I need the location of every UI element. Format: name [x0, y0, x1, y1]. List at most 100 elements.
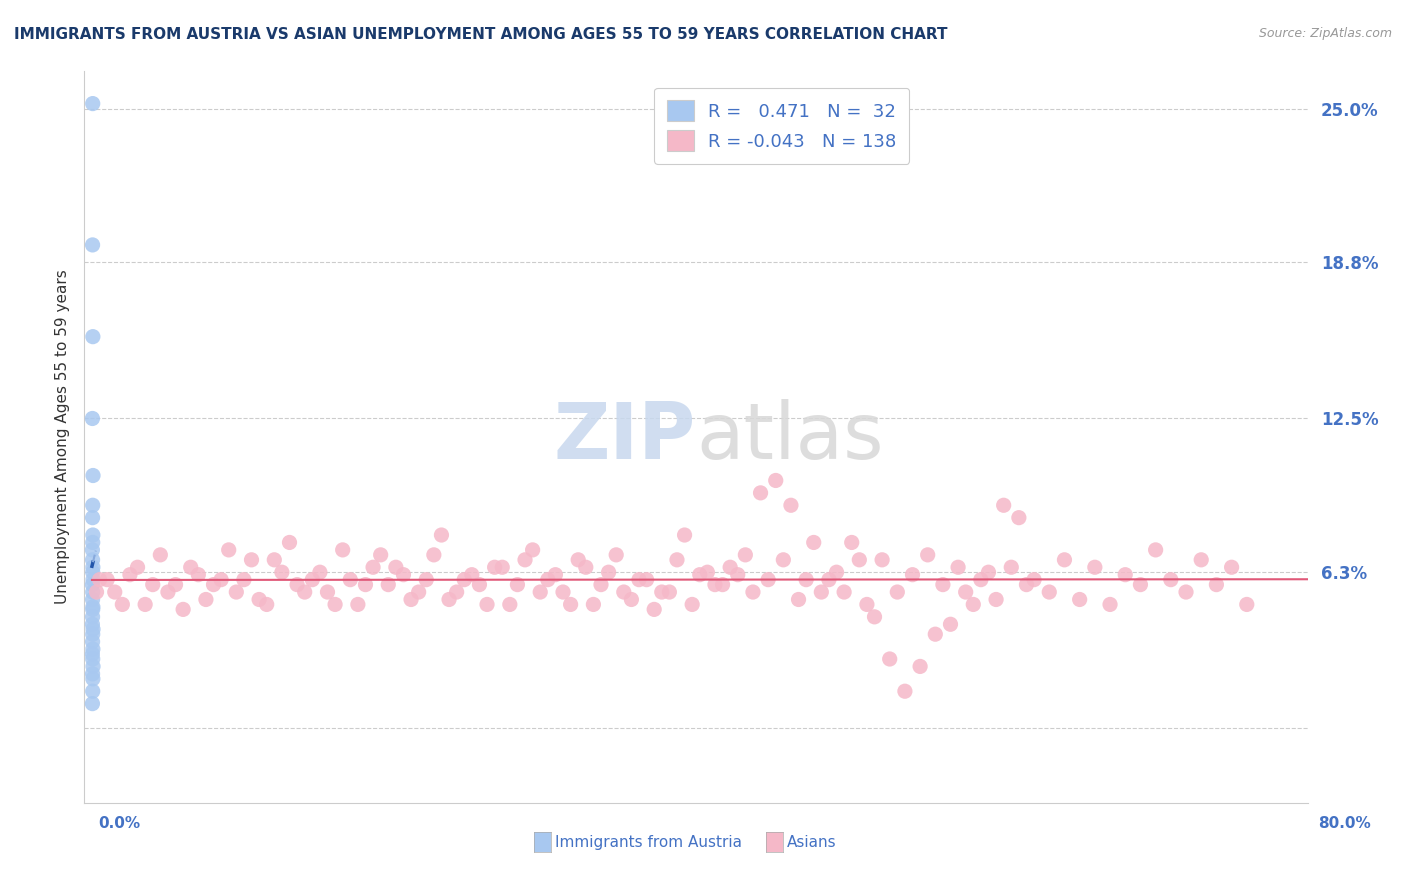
- Point: [156, 585, 179, 599]
- Point: [665, 553, 688, 567]
- Point: [294, 585, 316, 599]
- Point: [582, 598, 605, 612]
- Point: [984, 592, 1007, 607]
- Point: [377, 577, 399, 591]
- Point: [82, 697, 104, 711]
- Point: [589, 577, 612, 591]
- Point: [901, 567, 924, 582]
- Point: [82, 617, 104, 632]
- Point: [256, 598, 278, 612]
- Point: [82, 622, 104, 636]
- Point: [1205, 577, 1227, 591]
- Point: [879, 652, 901, 666]
- Point: [711, 577, 734, 591]
- Point: [82, 647, 104, 661]
- Y-axis label: Unemployment Among Ages 55 to 59 years: Unemployment Among Ages 55 to 59 years: [55, 269, 70, 605]
- Point: [82, 659, 104, 673]
- Point: [513, 553, 536, 567]
- Point: [82, 602, 104, 616]
- Point: [399, 592, 422, 607]
- Point: [636, 573, 658, 587]
- Point: [453, 573, 475, 587]
- Point: [689, 567, 711, 582]
- Point: [1022, 573, 1045, 587]
- Point: [718, 560, 741, 574]
- Text: Source: ZipAtlas.com: Source: ZipAtlas.com: [1258, 27, 1392, 40]
- Point: [247, 592, 270, 607]
- Point: [82, 672, 104, 686]
- Point: [149, 548, 172, 562]
- Text: atlas: atlas: [696, 399, 883, 475]
- Point: [794, 573, 817, 587]
- Point: [82, 599, 104, 614]
- Point: [529, 585, 551, 599]
- Point: [339, 573, 361, 587]
- Point: [560, 598, 582, 612]
- Legend: R =   0.471   N =  32, R = -0.043   N = 138: R = 0.471 N = 32, R = -0.043 N = 138: [654, 87, 910, 164]
- Text: 0.0%: 0.0%: [98, 816, 141, 831]
- Point: [127, 560, 149, 574]
- Point: [82, 535, 104, 549]
- Point: [810, 585, 832, 599]
- Point: [955, 585, 977, 599]
- Point: [82, 577, 104, 591]
- Point: [408, 585, 430, 599]
- Point: [658, 585, 681, 599]
- Point: [82, 510, 104, 524]
- Point: [347, 598, 370, 612]
- Point: [270, 565, 292, 579]
- Point: [385, 560, 408, 574]
- Point: [285, 577, 308, 591]
- Point: [756, 573, 779, 587]
- Point: [82, 542, 104, 557]
- Point: [172, 602, 194, 616]
- Point: [917, 548, 939, 562]
- Point: [423, 548, 446, 562]
- Point: [187, 567, 209, 582]
- Point: [1236, 598, 1258, 612]
- Point: [506, 577, 529, 591]
- Point: [704, 577, 727, 591]
- Point: [1160, 573, 1182, 587]
- Point: [946, 560, 969, 574]
- Point: [742, 585, 765, 599]
- Point: [575, 560, 598, 574]
- Point: [82, 652, 104, 666]
- Point: [727, 567, 749, 582]
- Point: [461, 567, 484, 582]
- Point: [225, 585, 247, 599]
- Point: [1053, 553, 1076, 567]
- Point: [240, 553, 263, 567]
- Point: [832, 585, 855, 599]
- Point: [430, 528, 453, 542]
- Point: [82, 528, 104, 542]
- Point: [111, 598, 134, 612]
- Point: [1175, 585, 1198, 599]
- Point: [870, 553, 893, 567]
- Point: [82, 592, 104, 607]
- Point: [82, 573, 104, 587]
- Point: [202, 577, 225, 591]
- Point: [977, 565, 1000, 579]
- Point: [218, 542, 240, 557]
- Point: [82, 565, 104, 579]
- Point: [932, 577, 955, 591]
- Point: [643, 602, 665, 616]
- Point: [142, 577, 165, 591]
- Point: [484, 560, 506, 574]
- Point: [605, 548, 627, 562]
- Point: [309, 565, 332, 579]
- Text: IMMIGRANTS FROM AUSTRIA VS ASIAN UNEMPLOYMENT AMONG AGES 55 TO 59 YEARS CORRELAT: IMMIGRANTS FROM AUSTRIA VS ASIAN UNEMPLO…: [14, 27, 948, 42]
- Point: [863, 610, 886, 624]
- Point: [82, 498, 104, 512]
- Point: [209, 573, 232, 587]
- Point: [1129, 577, 1152, 591]
- Point: [803, 535, 825, 549]
- Point: [370, 548, 392, 562]
- Point: [82, 411, 104, 425]
- Text: ZIP: ZIP: [554, 399, 696, 475]
- Point: [499, 598, 522, 612]
- Point: [1220, 560, 1243, 574]
- Point: [856, 598, 879, 612]
- Point: [323, 598, 346, 612]
